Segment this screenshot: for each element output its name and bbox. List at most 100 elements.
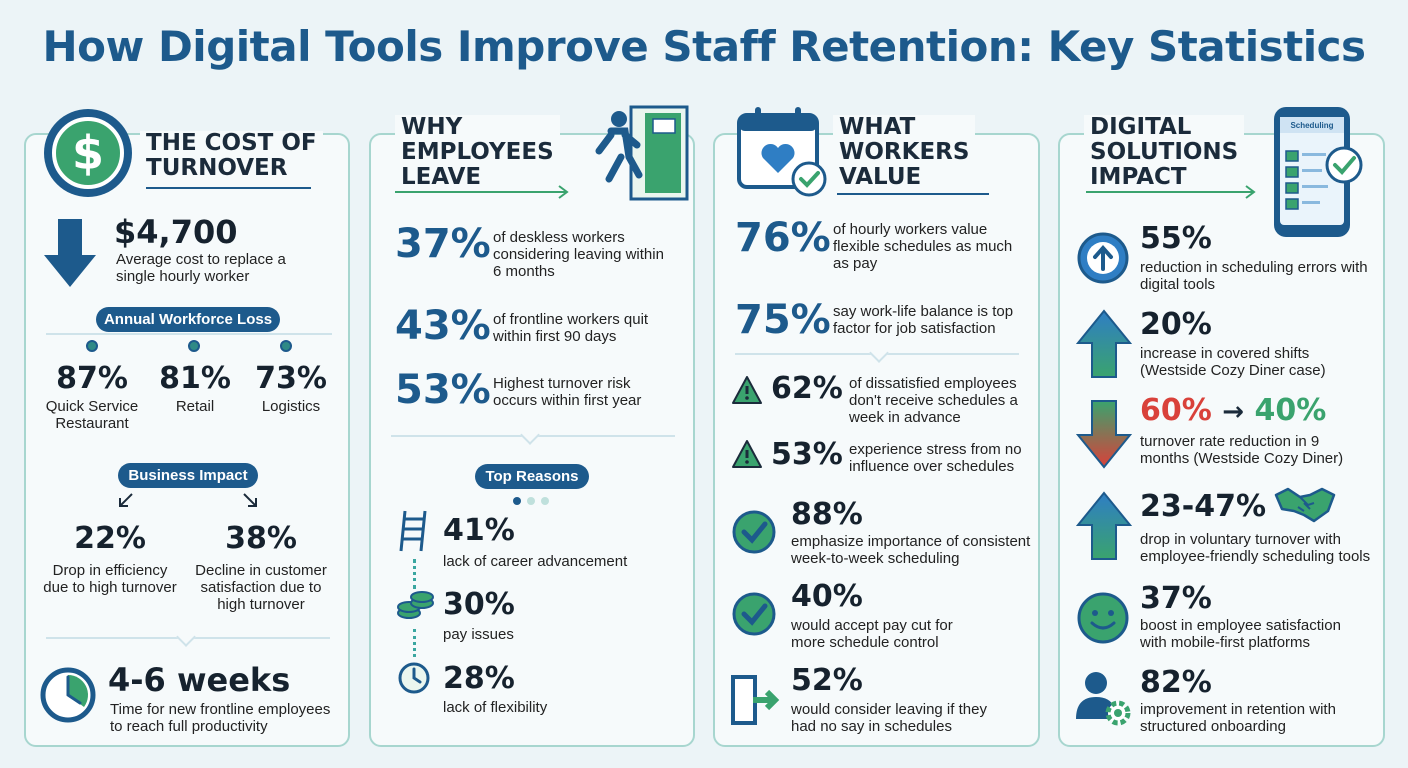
stat-value: 20%: [1140, 307, 1212, 342]
check-circle-icon: [732, 592, 776, 636]
check-description: would accept pay cut for more schedule c…: [791, 617, 953, 651]
impact-label: Drop in efficiency due to high turnover: [43, 562, 177, 596]
clock-progress-icon: [40, 667, 96, 723]
stat-description: Highest turnover risk occurs within firs…: [493, 375, 642, 409]
loss-value: 73%: [255, 361, 327, 396]
stat-description: increase in covered shifts (Westside Coz…: [1140, 345, 1326, 379]
panel-heading: THE COST OF TURNOVER: [140, 131, 323, 181]
panel-what-workers-value: WHAT WORKERS VALUE 76% of hourly workers…: [713, 107, 1040, 747]
divider-notch: [520, 425, 540, 445]
clock-icon: [398, 662, 430, 694]
upload-circle-icon: [1077, 232, 1129, 284]
pill-divider: [46, 333, 332, 335]
reason-value: 30%: [443, 587, 515, 622]
stat-value: 82%: [1140, 665, 1212, 700]
turnover-arrow: →: [1222, 397, 1245, 427]
person-leaving-icon: [595, 105, 689, 201]
check-value: 88%: [791, 497, 863, 532]
reason-value: 41%: [443, 513, 515, 548]
loss-stat-qsr: 87% Quick Service Restaurant: [32, 361, 152, 432]
arrow-down-right-icon: [243, 493, 257, 507]
stat-value: 55%: [1140, 221, 1212, 256]
divider-notch: [869, 343, 889, 363]
heading-arrow-icon: [395, 185, 569, 199]
warning-icon: [732, 440, 762, 468]
business-impact-pill: Business Impact: [118, 463, 258, 488]
check-value: 52%: [791, 663, 863, 698]
calendar-heart-icon: [737, 107, 827, 197]
heading-underline: [837, 193, 989, 195]
loss-label: Retail: [175, 398, 215, 415]
cost-description: Average cost to replace a single hourly …: [116, 251, 286, 285]
turnover-change: 60% → 40%: [1140, 393, 1326, 428]
stat-description: reduction in scheduling errors with digi…: [1140, 259, 1368, 293]
panel-heading: WHY EMPLOYEES LEAVE: [395, 115, 560, 190]
up-arrow-icon: [1076, 309, 1132, 378]
warning-icon: [732, 376, 762, 404]
warning-value: 53%: [771, 437, 843, 472]
pager-dot: [541, 497, 549, 505]
divider-notch: [176, 627, 196, 647]
dollar-coin-icon: $: [44, 109, 132, 197]
coins-icon: [397, 591, 434, 619]
pager-dot: [527, 497, 535, 505]
annual-workforce-loss-pill: Annual Workforce Loss: [96, 307, 280, 332]
weeks-description: Time for new frontline employees to reac…: [110, 701, 331, 735]
stat-value: 23-47%: [1140, 489, 1267, 524]
reason-value: 28%: [443, 661, 515, 696]
check-value: 40%: [791, 579, 863, 614]
impact-value: 22%: [74, 521, 146, 556]
loss-value: 81%: [159, 361, 231, 396]
check-description: would consider leaving if they had no sa…: [791, 701, 987, 735]
phone-screen-label: Scheduling: [1290, 121, 1334, 130]
turnover-from: 60%: [1140, 393, 1212, 428]
cost-value: $4,700: [114, 213, 238, 251]
arrow-down-left-icon: [119, 493, 133, 507]
heading-underline: [146, 187, 311, 189]
scheduling-phone-icon: [1274, 107, 1363, 237]
stat-value: 75%: [735, 297, 831, 343]
down-arrow-icon: [1076, 400, 1132, 469]
impact-stat-efficiency: 22% Drop in efficiency due to high turno…: [40, 521, 180, 596]
exit-door-icon: [731, 675, 780, 725]
stat-value: 43%: [395, 303, 491, 349]
up-arrow-icon: [1076, 491, 1132, 560]
stat-description: boost in employee satisfaction with mobi…: [1140, 617, 1341, 651]
loss-stat-retail: 81% Retail: [154, 361, 236, 415]
reason-description: lack of career advancement: [443, 553, 628, 570]
stat-value: 37%: [395, 221, 491, 267]
top-reasons-pill: Top Reasons: [475, 464, 589, 489]
stat-description: of frontline workers quit within first 9…: [493, 311, 649, 345]
warning-description: of dissatisfied employees don't receive …: [849, 375, 1018, 426]
warning-value: 62%: [771, 371, 843, 406]
handshake-icon: [1274, 487, 1336, 523]
turnover-to: 40%: [1254, 393, 1327, 428]
user-gear-icon: [1076, 672, 1131, 726]
smiley-icon: [1077, 592, 1129, 644]
connector-dots: [413, 629, 416, 657]
stat-description: of deskless workers considering leaving …: [493, 229, 664, 280]
heading-arrow-icon: [1086, 185, 1256, 199]
loss-label: Quick Service Restaurant: [45, 398, 139, 432]
stat-description: drop in voluntary turnover with employee…: [1140, 531, 1371, 565]
loss-dot: [188, 340, 200, 352]
stat-value: 53%: [395, 367, 491, 413]
impact-stat-satisfaction: 38% Decline in customer satisfaction due…: [190, 521, 332, 613]
weeks-value: 4-6 weeks: [108, 661, 291, 699]
loss-label: Logistics: [261, 398, 321, 415]
stat-description: say work-life balance is top factor for …: [833, 303, 1014, 337]
panel-cost-of-turnover: $ THE COST OF TURNOVER $4,700 Average co…: [24, 109, 350, 747]
panel-heading: DIGITAL SOLUTIONS IMPACT: [1084, 115, 1245, 190]
reason-description: pay issues: [443, 626, 514, 643]
down-arrow-icon: [44, 219, 96, 287]
warning-description: experience stress from no influence over…: [849, 441, 1022, 475]
svg-text:$: $: [72, 126, 104, 180]
impact-value: 38%: [225, 521, 297, 556]
stat-description: improvement in retention with structured…: [1140, 701, 1336, 735]
stat-value: 37%: [1140, 581, 1212, 616]
connector-dots: [413, 559, 416, 589]
loss-stat-logistics: 73% Logistics: [248, 361, 334, 415]
panel-heading: WHAT WORKERS VALUE: [833, 115, 976, 190]
panel-why-employees-leave: WHY EMPLOYEES LEAVE 37% of deskless work…: [369, 105, 695, 747]
pager-dot: [513, 497, 521, 505]
